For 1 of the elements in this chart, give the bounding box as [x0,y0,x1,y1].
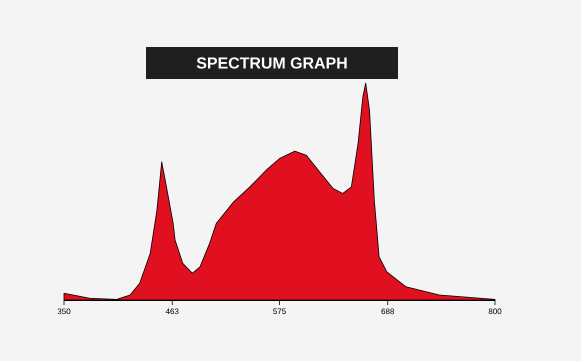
chart-title: SPECTRUM GRAPH [196,57,347,69]
